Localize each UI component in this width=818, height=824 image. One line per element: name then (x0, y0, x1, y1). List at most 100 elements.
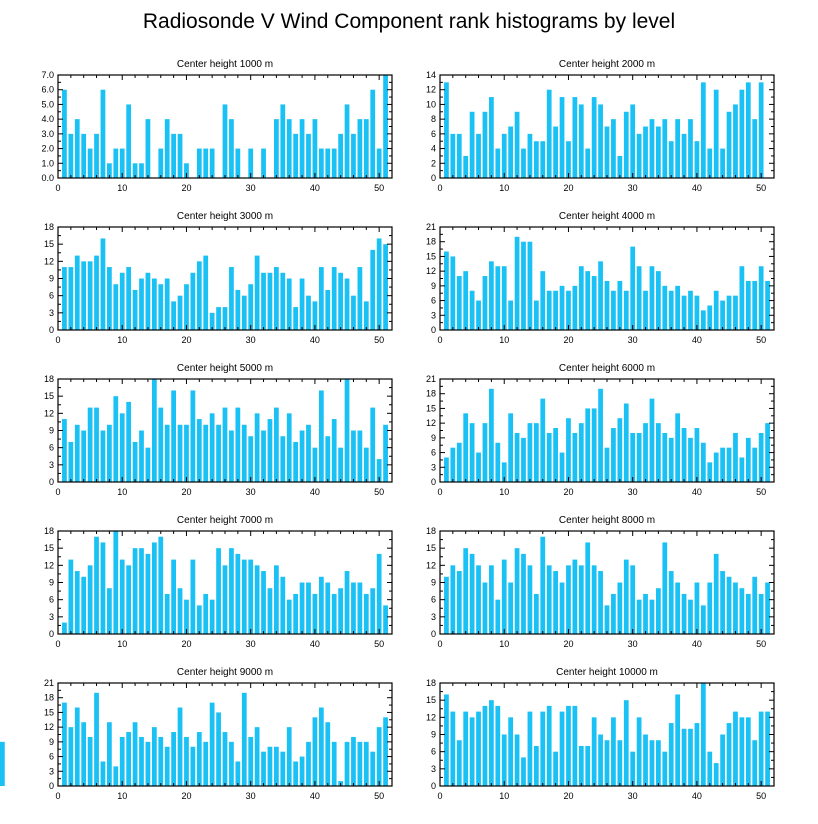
histogram-bar (229, 119, 234, 178)
histogram-bar (591, 565, 597, 634)
histogram-bar (222, 307, 228, 330)
histogram-bar (668, 290, 674, 330)
histogram-bar (739, 266, 745, 330)
histogram-bar (158, 736, 164, 786)
histogram-bar (489, 97, 494, 178)
histogram-bar (331, 741, 337, 786)
histogram-bar (495, 705, 501, 786)
histogram-bar (203, 148, 209, 178)
histogram-bar (293, 307, 299, 330)
panel-title: Center height 9000 m (177, 667, 273, 678)
histogram-bar (598, 388, 603, 482)
histogram-bar (62, 702, 67, 786)
histogram-bar (662, 285, 668, 330)
histogram-bar (745, 717, 751, 786)
histogram-bar (688, 728, 693, 786)
histogram-bar (758, 593, 764, 634)
histogram-bar (720, 300, 725, 330)
histogram-bar (344, 379, 350, 482)
histogram-bar (139, 278, 144, 330)
x-tick-label: 0 (437, 791, 442, 801)
histogram-bar (450, 133, 456, 178)
histogram-bar (132, 722, 138, 786)
histogram-bar (325, 148, 331, 178)
histogram-bar (376, 459, 382, 482)
histogram-bar (611, 290, 616, 330)
histogram-bar (765, 280, 770, 330)
histogram-bar (489, 388, 494, 482)
y-tick-label: 9 (49, 737, 54, 747)
y-tick-label: 15 (44, 391, 54, 401)
histogram-bar (720, 148, 725, 178)
histogram-bar (463, 155, 469, 178)
histogram-bar (261, 751, 266, 786)
y-tick-label: 9 (431, 281, 436, 291)
histogram-bar (765, 582, 770, 634)
histogram-bar (668, 437, 674, 482)
histogram-bar (184, 424, 189, 482)
histogram-bar (707, 751, 713, 786)
y-tick-label: 12 (44, 560, 54, 570)
histogram-bar (623, 290, 629, 330)
histogram-bar (501, 266, 507, 330)
histogram-bar (604, 447, 610, 482)
histogram-panel-3: Center height 3000 m 0 10 20 30 40 50 0 3 6 9 12 15 1… (44, 211, 393, 345)
y-tick-label: 6 (431, 296, 436, 306)
histogram-bar (566, 418, 571, 482)
histogram-bar (139, 430, 144, 482)
histogram-bar (216, 712, 221, 786)
histogram-bar (126, 401, 132, 482)
histogram-bar (100, 430, 106, 482)
histogram-bar (325, 722, 331, 786)
y-tick-label: 0 (49, 781, 54, 791)
histogram-bar (68, 559, 74, 634)
histogram-bar (119, 148, 125, 178)
histogram-bar (553, 751, 558, 786)
histogram-bar (363, 301, 369, 330)
histogram-bar (306, 424, 311, 482)
histogram-bar (527, 565, 533, 634)
y-tick-label: 0 (431, 325, 436, 335)
histogram-bar (357, 582, 363, 634)
histogram-bar (376, 553, 382, 634)
histogram-bar (649, 266, 655, 330)
histogram-bar (521, 148, 526, 178)
histogram-bar (450, 447, 456, 482)
histogram-bar (533, 593, 539, 634)
panel-title: Center height 6000 m (559, 363, 655, 374)
histogram-bar (578, 104, 584, 178)
y-tick-label: 6 (431, 747, 436, 757)
histogram-bar (338, 272, 343, 330)
histogram-bar (720, 571, 725, 634)
histogram-bar (164, 119, 170, 178)
x-tick-label: 20 (181, 183, 191, 193)
histogram-bar (733, 432, 738, 482)
histogram-bar (707, 305, 713, 330)
histogram-bar (139, 548, 144, 634)
histogram-bar (171, 732, 176, 786)
histogram-bar (559, 285, 565, 330)
histogram-bar (158, 284, 164, 330)
y-tick-label: 0 (49, 477, 54, 487)
histogram-bar (94, 255, 99, 330)
histogram-bar (331, 419, 337, 482)
histogram-bar (591, 276, 597, 330)
histogram-bar (248, 148, 254, 178)
histogram-bar (585, 745, 591, 786)
y-tick-label: 5.0 (41, 99, 54, 109)
x-tick-label: 50 (756, 335, 766, 345)
histogram-bar (87, 148, 93, 178)
histogram-bar (306, 741, 311, 786)
histogram-bar (222, 565, 228, 634)
histogram-bar (241, 295, 247, 330)
histogram-bar (306, 582, 311, 634)
x-tick-label: 10 (117, 183, 127, 193)
histogram-bar (495, 599, 501, 634)
x-tick-label: 20 (181, 639, 191, 649)
histogram-bar (331, 267, 337, 330)
histogram-bar (306, 295, 311, 330)
histogram-bar (444, 576, 449, 634)
histogram-bar (707, 462, 713, 482)
x-tick-label: 50 (374, 639, 384, 649)
histogram-bar (203, 255, 209, 330)
